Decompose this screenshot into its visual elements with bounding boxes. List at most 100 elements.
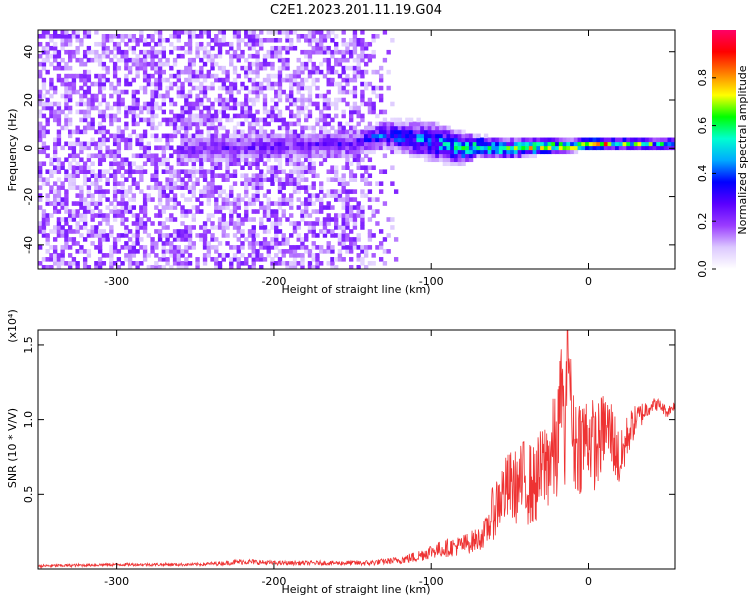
heatmap-cell	[259, 37, 264, 43]
heatmap-cell	[236, 149, 241, 155]
heatmap-cell	[356, 149, 361, 155]
heatmap-cell	[229, 133, 234, 139]
heatmap-cell	[420, 145, 425, 151]
heatmap-cell	[142, 149, 148, 155]
heatmap-cell	[457, 149, 463, 155]
heatmap-cell	[341, 181, 346, 186]
heatmap-cell	[405, 149, 410, 155]
heatmap-cell	[311, 141, 316, 147]
heatmap-cell	[75, 221, 80, 226]
heatmap-cell	[135, 65, 140, 71]
heatmap-cell	[184, 145, 189, 151]
heatmap-cell	[262, 245, 268, 250]
heatmap-cell	[240, 157, 245, 163]
heatmap-cell	[236, 101, 241, 107]
heatmap-cell	[109, 149, 114, 155]
heatmap-cell	[476, 141, 481, 147]
heatmap-cell	[281, 241, 286, 246]
heatmap-cell	[330, 189, 335, 194]
heatmap-cell	[124, 253, 129, 258]
heatmap-cell	[251, 53, 256, 59]
heatmap-cell	[274, 30, 279, 35]
heatmap-cell	[124, 225, 129, 230]
heatmap-cell	[165, 197, 170, 202]
heatmap-cell	[289, 97, 294, 103]
heatmap-cell	[304, 169, 309, 174]
heatmap-cell	[52, 169, 58, 174]
heatmap-cell	[64, 101, 69, 107]
heatmap-cell	[289, 201, 294, 206]
heatmap-cell	[551, 149, 556, 155]
heatmap-cell	[139, 189, 144, 194]
heatmap-cell	[191, 85, 196, 91]
heatmap-cell	[304, 233, 309, 238]
heatmap-cell	[341, 137, 346, 143]
heatmap-cell	[191, 245, 196, 250]
heatmap-cell	[90, 101, 95, 107]
heatmap-cell	[352, 133, 358, 139]
heatmap-cell	[630, 145, 635, 151]
heatmap-cell	[56, 165, 62, 171]
heatmap-cell	[184, 209, 189, 214]
heatmap-cell	[101, 53, 107, 59]
heatmap-cell	[67, 57, 73, 63]
heatmap-cell	[450, 141, 455, 147]
heatmap-cell	[378, 141, 384, 147]
heatmap-cell	[105, 253, 110, 258]
heatmap-cell	[232, 101, 238, 107]
heatmap-cell	[67, 245, 73, 250]
heatmap-cell	[236, 161, 241, 167]
heatmap-cell	[52, 253, 58, 258]
heatmap-cell	[225, 241, 230, 246]
heatmap-cell	[184, 225, 189, 230]
heatmap-cell	[319, 69, 324, 75]
heatmap-cell	[247, 97, 253, 103]
heatmap-cell	[251, 217, 256, 222]
heatmap-cell	[202, 77, 208, 83]
heatmap-cell	[304, 189, 309, 194]
heatmap-cell	[191, 185, 196, 190]
heatmap-cell	[221, 201, 226, 206]
heatmap-cell	[210, 85, 215, 91]
heatmap-cell	[52, 165, 58, 171]
heatmap-cell	[60, 261, 65, 266]
heatmap-cell	[274, 241, 279, 246]
heatmap-cell	[289, 245, 294, 250]
heatmap-cell	[206, 30, 211, 35]
heatmap-cell	[266, 197, 271, 202]
heatmap-cell	[184, 65, 189, 71]
heatmap-cell	[112, 185, 118, 190]
heatmap-cell	[176, 237, 181, 242]
heatmap-cell	[221, 137, 226, 143]
heatmap-cell	[75, 101, 80, 107]
heatmap-cell	[112, 261, 118, 266]
heatmap-cell	[142, 209, 148, 214]
heatmap-cell	[94, 49, 99, 55]
heatmap-cell	[352, 101, 358, 107]
heatmap-cell	[169, 97, 174, 103]
heatmap-cell	[438, 125, 444, 131]
heatmap-cell	[356, 73, 361, 79]
heatmap-cell	[247, 181, 253, 186]
heatmap-cell	[349, 53, 354, 59]
heatmap-cell	[277, 93, 283, 99]
heatmap-cell	[195, 133, 200, 139]
heatmap-cell	[154, 69, 159, 75]
heatmap-cell	[45, 101, 50, 107]
heatmap-cell	[64, 245, 69, 250]
heatmap-cell	[307, 109, 313, 115]
heatmap-cell	[191, 157, 196, 163]
heatmap-cell	[64, 85, 69, 91]
heatmap-cell	[352, 30, 358, 35]
heatmap-cell	[41, 129, 47, 135]
heatmap-cell	[285, 45, 290, 51]
heatmap-cell	[378, 181, 384, 186]
heatmap-cell	[270, 53, 275, 59]
heatmap-cell	[176, 69, 181, 75]
heatmap-cell	[210, 137, 215, 143]
heatmap-cell	[71, 229, 77, 234]
heatmap-cell	[270, 237, 275, 242]
heatmap-cell	[259, 117, 264, 123]
heatmap-cell	[101, 113, 107, 119]
heatmap-cell	[315, 217, 320, 222]
